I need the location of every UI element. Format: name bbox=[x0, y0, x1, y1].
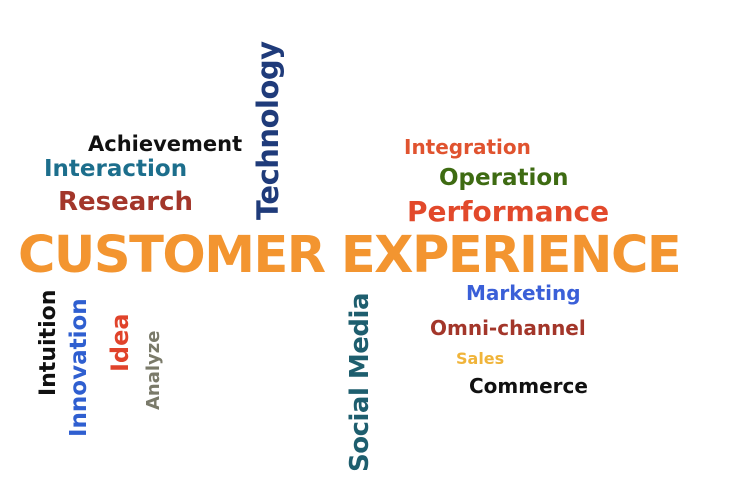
word-marketing: Marketing bbox=[466, 281, 581, 305]
word-interaction: Interaction bbox=[44, 156, 188, 182]
word-omni-channel: Omni-channel bbox=[430, 316, 586, 340]
word-innovation: Innovation bbox=[66, 298, 92, 437]
word-performance: Performance bbox=[407, 195, 610, 228]
word-social-media: Social Media bbox=[345, 293, 375, 472]
word-sales: Sales bbox=[456, 349, 505, 368]
word-idea: Idea bbox=[106, 313, 134, 372]
word-analyze: Analyze bbox=[143, 330, 164, 410]
word-integration: Integration bbox=[404, 135, 531, 159]
word-commerce: Commerce bbox=[469, 374, 588, 398]
word-technology: Technology bbox=[251, 41, 285, 220]
word-intuition: Intuition bbox=[36, 289, 61, 396]
word-achievement: Achievement bbox=[88, 132, 243, 156]
word-customer-experience: CUSTOMER EXPERIENCE bbox=[18, 226, 682, 285]
word-operation: Operation bbox=[439, 165, 569, 191]
word-research: Research bbox=[58, 187, 194, 217]
